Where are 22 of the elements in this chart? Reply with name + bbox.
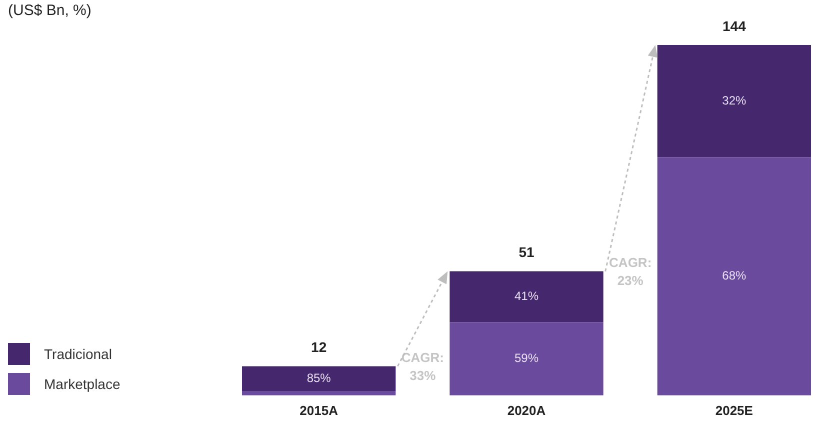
bar (450, 271, 604, 322)
legend-label: Tradicional (44, 346, 112, 362)
annotation: 32% (722, 93, 746, 108)
bar (657, 45, 812, 158)
annotation: CAGR: 23% (609, 254, 652, 288)
bar (450, 322, 604, 396)
bar (242, 366, 396, 392)
legend-label: Marketplace (44, 376, 120, 392)
annotation: 68% (722, 268, 746, 283)
annotation: CAGR: 33% (401, 350, 444, 383)
bar (242, 391, 396, 396)
bar (657, 157, 812, 396)
annotation: 51 (518, 244, 534, 260)
x-tick-label: 2015A (300, 402, 339, 418)
x-tick-label: 2020A (507, 402, 546, 418)
x-tick-label: 2025E (715, 402, 754, 418)
annotation: 85% (306, 370, 332, 385)
annotation: 41% (514, 289, 539, 304)
text: (US$ Bn, %) (8, 2, 92, 19)
annotation: 59% (514, 351, 539, 366)
text: 144 (722, 18, 746, 34)
annotation: 12 (311, 339, 327, 356)
